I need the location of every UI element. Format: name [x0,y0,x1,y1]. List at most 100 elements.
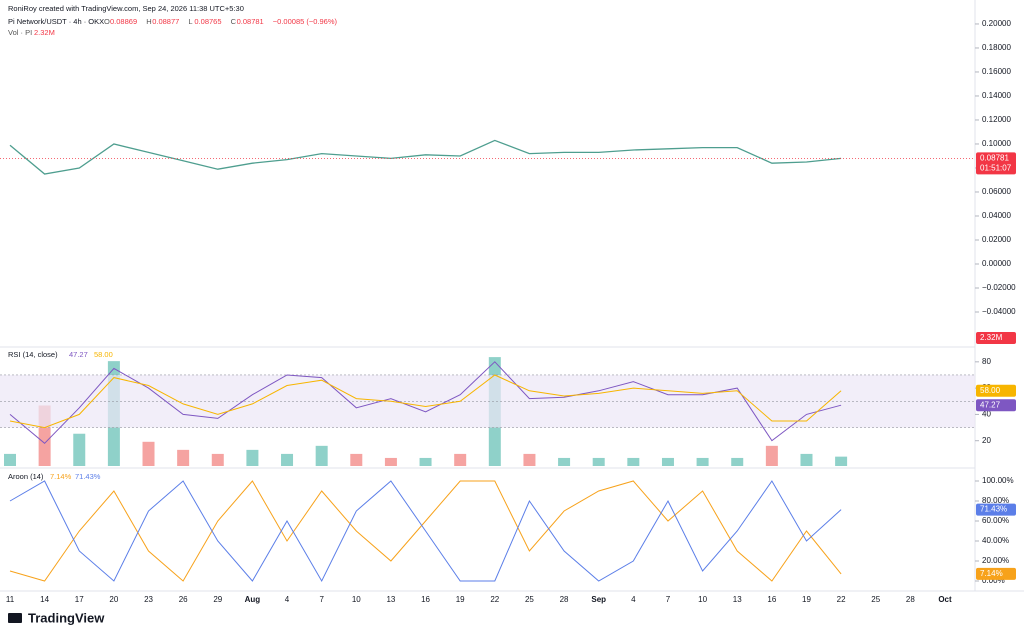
y-tick-label: −0.04000 [982,307,1016,316]
x-tick-label: 7 [666,595,671,604]
x-tick-label: 28 [906,595,915,604]
volume-bar [765,445,778,466]
x-tick-label: 28 [560,595,569,604]
last-price: 0.08781 [980,153,1009,162]
ohlc-value: 0.08869 [110,17,137,26]
y-tick-label: 60.00% [982,516,1009,525]
aroon-last-box [976,567,1016,580]
y-tick-label: −0.02000 [982,283,1016,292]
x-tick-label: 26 [179,595,188,604]
rsi-last: 58.00 [980,386,1001,395]
rsi-line [9,374,842,429]
y-tick-label: 100.00% [982,476,1014,485]
aroon-line [9,480,842,582]
logo-icon [8,613,22,623]
volume-bar [142,441,155,466]
y-tick-label: 0.12000 [982,115,1011,124]
x-tick-label: 13 [386,595,395,604]
volume-bar [177,449,190,466]
rsi-header-value: 58.00 [94,350,113,359]
volume-bar [800,453,813,466]
y-tick-label: 20 [982,436,991,445]
volume-bar [627,457,640,466]
volume-last-box [976,332,1016,344]
volume-bar [4,453,16,466]
countdown: 01:51:07 [980,163,1012,172]
aroon-last: 71.43% [980,505,1007,514]
x-tick-label: 23 [144,595,153,604]
y-tick-label: 0.02000 [982,235,1011,244]
y-tick-label: 0.10000 [982,139,1011,148]
x-tick-label: 7 [319,595,324,604]
y-tick-label: 0.06000 [982,187,1011,196]
x-tick-label: 16 [767,595,776,604]
y-tick-label: 0.04000 [982,211,1011,220]
volume-bar [731,457,744,466]
volume-bar [592,457,605,466]
aroon-title: Aroon (14) [8,472,44,481]
symbol: Pi Network/USDT · 4h · OKX [8,17,104,26]
x-tick-label: Aug [245,595,261,604]
volume-bar [246,449,259,466]
volume-bar [835,456,848,466]
attribution: RoniRoy created with TradingView.com, Se… [8,4,244,13]
y-tick-label: 0.16000 [982,67,1011,76]
volume-last: 2.32M [980,333,1003,342]
aroon-last: 7.14% [980,569,1003,578]
ohlc-value: 0.08781 [237,17,264,26]
y-tick-label: 0.14000 [982,91,1011,100]
x-tick-label: 29 [213,595,222,604]
aroon-line [9,480,842,583]
x-tick-label: 25 [525,595,534,604]
ohlc-value: 0.08877 [152,17,179,26]
price-line [9,139,842,175]
x-tick-label: 19 [802,595,811,604]
last-price-box [976,152,1016,175]
y-tick-label: 40.00% [982,536,1009,545]
volume-value: 2.32M [34,28,55,37]
y-tick-label: 20.00% [982,556,1009,565]
aroon-header-value: 7.14% [50,472,72,481]
x-tick-label: 25 [871,595,880,604]
x-tick-label: 11 [6,595,15,604]
volume-bar [661,457,674,466]
volume-bar [73,433,86,466]
volume-bar [419,457,432,466]
volume-bar [211,453,224,466]
x-tick-label: 10 [352,595,361,604]
x-tick-label: 14 [40,595,49,604]
ohlc-change: −0.00085 (−0.96%) [273,17,338,26]
rsi-title: RSI (14, close) [8,350,58,359]
ohlc-key: C [231,17,237,26]
rsi-last: 47.27 [980,400,1001,409]
volume-bar [281,453,294,466]
x-tick-label: 22 [837,595,846,604]
ohlc-key: H [146,17,151,26]
volume-bar [523,453,536,466]
y-tick-label: 0.18000 [982,43,1011,52]
rsi-last-box [976,384,1016,397]
volume-bar [315,445,328,466]
x-tick-label: 20 [109,595,118,604]
aroon-last-box [976,503,1016,516]
ohlc-key: L [188,17,192,26]
aroon-header-value: 71.43% [75,472,101,481]
x-tick-label: Oct [938,595,952,604]
volume-bar [454,453,467,466]
y-tick-label: 40 [982,410,991,419]
y-tick-label: 0.20000 [982,19,1011,28]
rsi-last-box [976,399,1016,412]
brand: TradingView [28,610,105,625]
volume-bar [384,457,397,466]
x-tick-label: 17 [75,595,84,604]
x-tick-label: 4 [285,595,290,604]
y-tick-label: 0.00% [982,576,1005,585]
y-tick-label: 80 [982,357,991,366]
x-tick-label: 13 [733,595,742,604]
ohlc-value: 0.08765 [194,17,221,26]
x-tick-label: 10 [698,595,707,604]
y-tick-label: 0.00000 [982,259,1011,268]
x-tick-label: Sep [591,595,606,604]
rsi-header-value: 47.27 [69,350,88,359]
